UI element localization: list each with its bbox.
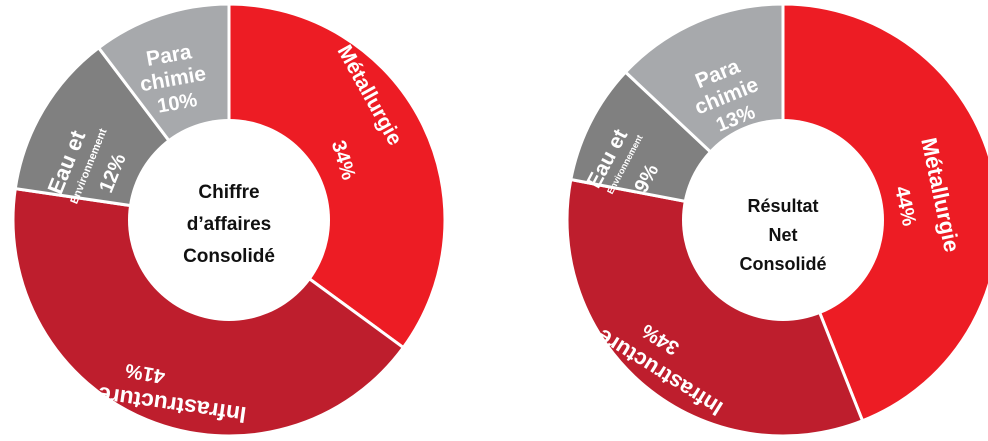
center-label-line-1: Résultat: [747, 196, 818, 216]
center-label-line-1: Chiffre: [198, 182, 259, 203]
donut-chart-net-result: Résultat Net Consolidé Métallurgie 44% 3…: [565, 2, 988, 438]
donut-hole: [128, 119, 330, 321]
donut-hole: [682, 119, 884, 321]
center-label-line-2: Net: [768, 225, 797, 245]
slice-metallurgie: [781, 2, 988, 423]
donut-chart-revenue: Chiffre d’affaires Consolidé Métallurgie…: [11, 2, 447, 438]
center-label-line-3: Consolidé: [739, 254, 826, 274]
slice-metallurgie: [227, 2, 447, 350]
center-label-line-2: d’affaires: [187, 214, 271, 235]
center-label-line-3: Consolidé: [183, 246, 275, 267]
